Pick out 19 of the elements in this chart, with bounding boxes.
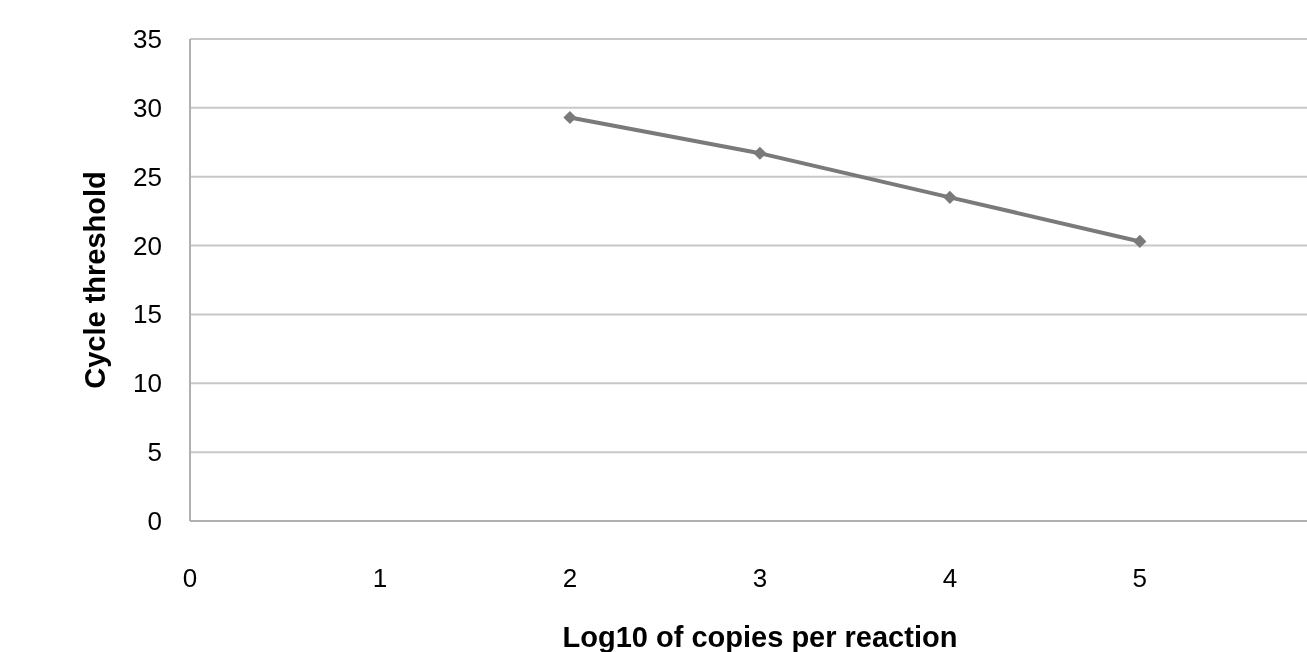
y-tick-label: 10 (133, 368, 162, 399)
y-tick-label: 5 (147, 437, 162, 468)
x-tick-label: 3 (752, 563, 768, 593)
x-tick-label: 4 (942, 563, 958, 593)
y-tick-label: 30 (133, 92, 162, 123)
y-tick-label: 0 (147, 506, 162, 536)
x-tick-label: 1 (372, 563, 388, 593)
x-tick-label: 5 (1132, 563, 1148, 593)
y-tick-label: 25 (133, 161, 162, 192)
y-tick-label: 35 (133, 24, 162, 54)
point (563, 110, 577, 125)
point (1133, 234, 1147, 249)
x-tick-label: 0 (182, 563, 198, 593)
y-tick-label: 15 (133, 299, 162, 330)
y-tick-label: 20 (133, 230, 162, 261)
point (943, 190, 957, 204)
y-axis-title: Cycle threshold (79, 171, 111, 389)
point (753, 146, 767, 160)
x-tick-label: 2 (562, 563, 578, 593)
